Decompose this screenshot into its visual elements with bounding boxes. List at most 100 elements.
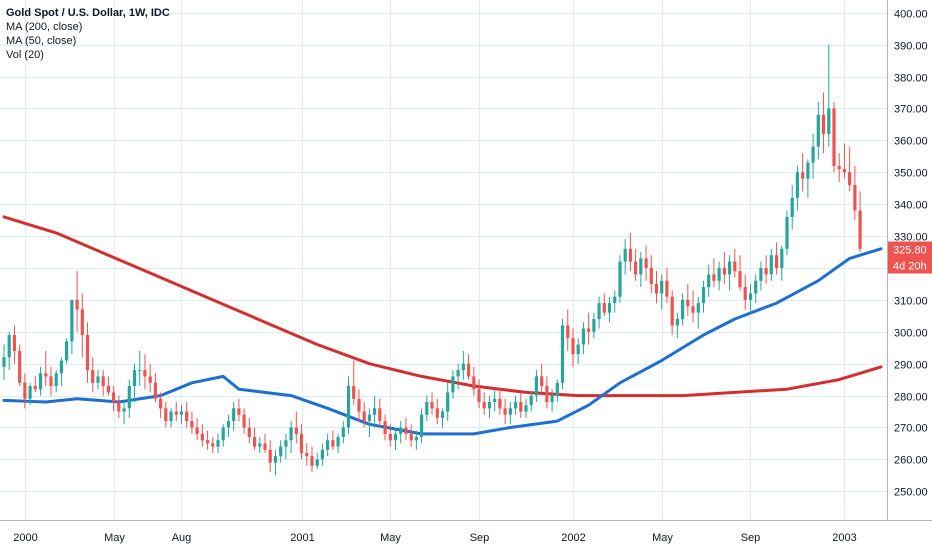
- x-tick-label: May: [380, 532, 401, 544]
- candle-body: [654, 283, 659, 294]
- candle-body: [414, 437, 418, 441]
- x-tick-label: 2001: [290, 532, 314, 544]
- candle-body: [388, 433, 392, 441]
- candle-body: [294, 427, 298, 434]
- candle-body: [701, 287, 706, 304]
- candle-body: [795, 172, 799, 198]
- candle-body: [101, 376, 105, 386]
- y-tick-label: 290.00: [894, 360, 928, 372]
- candle-body: [284, 440, 288, 447]
- candle-body: [435, 408, 439, 418]
- candle-body: [106, 386, 110, 393]
- y-tick-label: 400.00: [894, 9, 928, 21]
- candle-body: [566, 325, 570, 339]
- candle-body: [717, 268, 721, 281]
- candle-body: [169, 411, 173, 422]
- candle-body: [44, 373, 48, 377]
- legend-volume[interactable]: Vol (20): [6, 49, 44, 61]
- y-tick-label: 280.00: [894, 392, 928, 404]
- candle-body: [816, 114, 820, 147]
- candle-body: [607, 303, 612, 313]
- y-tick-label: 350.00: [894, 168, 928, 180]
- candle-body: [545, 386, 549, 402]
- candle-body: [764, 268, 768, 275]
- candle-body: [493, 398, 497, 402]
- price-axis[interactable]: 250.00 260.00 270.00 280.00 290.00 300.00 310.…: [894, 9, 928, 499]
- candle-body: [785, 216, 789, 249]
- candle-body: [211, 443, 215, 447]
- candle-body: [279, 446, 283, 457]
- legend-ma200[interactable]: MA (200, close): [6, 21, 83, 33]
- chart-title: Gold Spot / U.S. Dollar, 1W, IDC: [6, 7, 170, 19]
- candle-body: [780, 248, 784, 268]
- candle-body: [247, 427, 251, 438]
- y-tick-label: 270.00: [894, 423, 928, 435]
- candle-body: [853, 185, 857, 211]
- candle-body: [670, 296, 674, 326]
- candle-body: [738, 271, 742, 288]
- candle-body: [357, 398, 361, 412]
- candle-body: [534, 376, 538, 396]
- candle-body: [38, 373, 43, 390]
- candle-body: [560, 325, 565, 383]
- candle-body: [28, 386, 32, 399]
- candle-body: [232, 408, 236, 422]
- y-tick-label: 330.00: [894, 232, 928, 244]
- candle-body: [665, 280, 669, 297]
- candle-body: [253, 437, 257, 447]
- x-tick-label: 2002: [561, 532, 585, 544]
- price-countdown: 4d 20h: [893, 261, 927, 273]
- candle-body: [258, 443, 262, 447]
- candle-body: [179, 411, 184, 415]
- candle-body: [49, 376, 53, 386]
- candle-body: [425, 402, 429, 415]
- candle-body: [164, 408, 168, 422]
- y-tick-label: 390.00: [894, 41, 928, 53]
- candle-body: [832, 108, 836, 166]
- candle-body: [305, 453, 309, 457]
- time-axis[interactable]: 2000 May Aug 2001 May Sep 2002 May Sep 2003: [13, 532, 856, 544]
- ma50-series: [2, 247, 883, 436]
- candle-body: [346, 386, 351, 428]
- candle-body: [524, 405, 528, 412]
- candle-body: [91, 370, 95, 383]
- candle-body: [216, 440, 220, 447]
- candle-body: [237, 408, 241, 415]
- candle-body: [769, 255, 773, 275]
- y-tick-label: 370.00: [894, 104, 928, 116]
- countdown-box: [888, 257, 932, 274]
- candle-body: [451, 376, 455, 393]
- candle-body: [707, 274, 711, 288]
- candle-body: [33, 386, 37, 390]
- candle-body: [23, 382, 27, 399]
- x-tick-label: May: [104, 532, 125, 544]
- candle-body: [404, 427, 408, 434]
- candle-body: [696, 303, 700, 313]
- candle-body: [226, 421, 231, 428]
- candle-body: [728, 261, 732, 275]
- price-label-box: [888, 241, 932, 258]
- candle-body: [378, 408, 382, 422]
- candle-body: [634, 261, 638, 275]
- candle-body: [503, 408, 507, 415]
- candle-body: [722, 268, 726, 275]
- y-tick-label: 380.00: [894, 73, 928, 85]
- candle-body: [409, 433, 413, 441]
- legend-ma50[interactable]: MA (50, close): [6, 35, 77, 47]
- candle-body: [467, 363, 471, 377]
- ma50-line: [2, 247, 883, 436]
- candle-body: [54, 373, 58, 387]
- candle-body: [748, 293, 753, 300]
- candle-body: [299, 433, 304, 453]
- candle-body: [754, 280, 758, 294]
- candle-body: [639, 258, 643, 275]
- candle-body: [837, 165, 841, 170]
- candle-body: [644, 258, 648, 268]
- candle-body: [143, 370, 147, 377]
- candle-body: [477, 389, 481, 402]
- candle-body: [373, 408, 377, 415]
- candle-body: [70, 299, 74, 342]
- candles: [2, 44, 862, 476]
